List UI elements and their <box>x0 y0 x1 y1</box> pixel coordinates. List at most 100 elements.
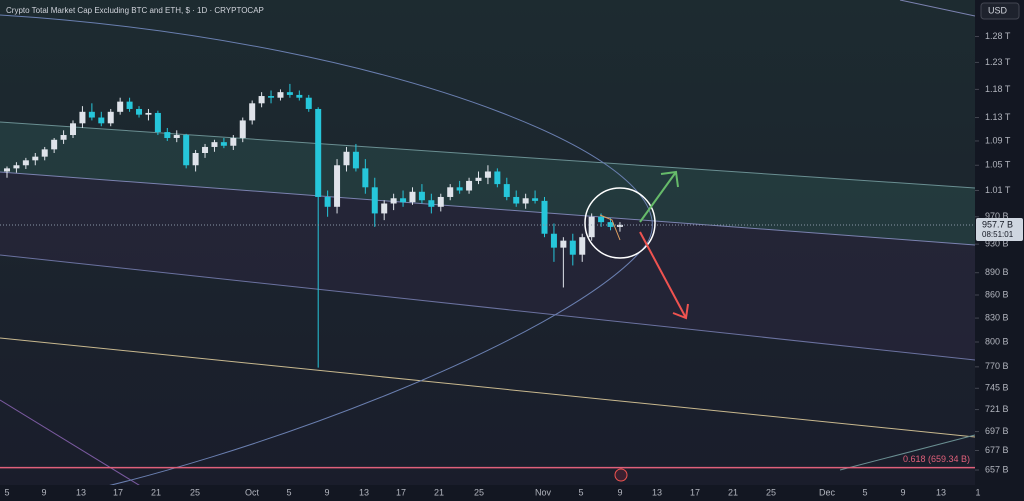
candle-body <box>88 111 95 118</box>
current-price-box <box>976 218 1023 242</box>
candle-body <box>230 137 237 146</box>
candle-body <box>173 135 180 138</box>
channel-line <box>0 121 976 189</box>
candle-body <box>588 216 595 238</box>
candle-body <box>126 101 133 109</box>
candle-body <box>154 112 161 133</box>
x-tick-label: 17 <box>690 487 700 497</box>
time-axis <box>0 485 975 501</box>
channel-line <box>0 171 976 246</box>
x-tick-label: 5 <box>862 487 867 497</box>
candle-body <box>192 152 199 166</box>
x-tick-label: 17 <box>113 487 123 497</box>
candle-body <box>296 94 303 98</box>
y-tick-label: 657 B <box>985 464 1009 474</box>
x-tick-label: 21 <box>434 487 444 497</box>
candle-body <box>249 103 256 121</box>
candle-body <box>13 165 20 169</box>
x-tick-label: 21 <box>151 487 161 497</box>
up-arrow <box>639 171 677 223</box>
candle-body <box>428 200 435 207</box>
y-tick-label: 770 B <box>985 361 1009 371</box>
x-tick-label: 9 <box>617 487 622 497</box>
candle-body <box>220 142 227 146</box>
candle-body <box>136 108 143 115</box>
candle-body <box>532 198 539 201</box>
candle-body <box>418 191 425 201</box>
channel-line <box>839 434 976 471</box>
y-tick-label: 800 B <box>985 336 1009 346</box>
candle-body <box>569 240 576 255</box>
channel-band <box>0 172 975 360</box>
channel-line <box>0 337 976 438</box>
candle-body <box>400 198 407 203</box>
y-tick-label: 890 B <box>985 267 1009 277</box>
x-tick-label: 9 <box>324 487 329 497</box>
candle-body <box>145 112 152 115</box>
candle-body <box>51 139 58 150</box>
candle-body <box>4 168 10 172</box>
candle-body <box>447 187 454 197</box>
x-tick-label: 5 <box>4 487 9 497</box>
fib-level-label: 0.618 (659.34 B) <box>903 454 970 464</box>
y-tick-label: 1.05 T <box>985 160 1011 170</box>
candle-body <box>409 191 416 203</box>
candle-body <box>41 149 48 157</box>
candle-body <box>390 198 397 204</box>
candle-body <box>513 196 520 204</box>
candle-body <box>98 117 105 124</box>
highlight-circle <box>584 187 656 259</box>
event-icon[interactable] <box>614 468 628 482</box>
candle-body <box>183 135 190 166</box>
currency[interactable]: USD <box>988 5 1008 15</box>
x-tick-label: 1 <box>975 487 980 497</box>
y-tick-label: 745 B <box>985 383 1009 393</box>
x-tick-label: 21 <box>728 487 738 497</box>
candle-body <box>334 165 341 207</box>
x-tick-label: 13 <box>76 487 86 497</box>
candle-body <box>268 96 275 98</box>
candle-body <box>258 96 265 104</box>
candle-body <box>305 97 312 109</box>
candle-body <box>22 160 29 166</box>
y-tick-label: 1.28 T <box>985 31 1011 41</box>
candle-body <box>541 200 548 234</box>
x-tick-label: 25 <box>474 487 484 497</box>
candle-body <box>522 198 529 204</box>
candle-body <box>362 168 369 188</box>
y-tick-label: 721 B <box>985 404 1009 414</box>
channel-line <box>0 254 976 361</box>
x-tick-label: 5 <box>578 487 583 497</box>
candle-body <box>239 120 246 138</box>
candle-body <box>550 233 557 248</box>
x-tick-label: 13 <box>359 487 369 497</box>
candle-body <box>466 180 473 191</box>
price-axis <box>975 0 1024 501</box>
channel-line <box>0 399 166 501</box>
y-tick-label: 697 B <box>985 426 1009 436</box>
y-tick-label: 1.18 T <box>985 84 1011 94</box>
x-tick-label: 25 <box>190 487 200 497</box>
candle-body <box>381 203 388 214</box>
currency-button[interactable] <box>980 2 1020 20</box>
up-arrow-head <box>660 170 679 188</box>
x-tick-label: 5 <box>286 487 291 497</box>
y-tick-label: 860 B <box>985 289 1009 299</box>
x-tick-label: 9 <box>41 487 46 497</box>
x-tick-label: 13 <box>936 487 946 497</box>
down-arrow <box>639 231 687 319</box>
y-tick-label: 677 B <box>985 445 1009 455</box>
x-tick-label: 25 <box>766 487 776 497</box>
current-price-label: 957.7 B <box>982 219 1013 229</box>
candle-body <box>475 177 482 181</box>
candle-body <box>117 101 124 112</box>
x-tick-label: Nov <box>535 487 552 497</box>
candle-body <box>277 92 284 98</box>
candle-body <box>560 240 567 248</box>
candle-body <box>324 196 331 207</box>
x-tick-label: 9 <box>900 487 905 497</box>
candle-body <box>598 216 605 223</box>
candle-body <box>371 187 378 214</box>
